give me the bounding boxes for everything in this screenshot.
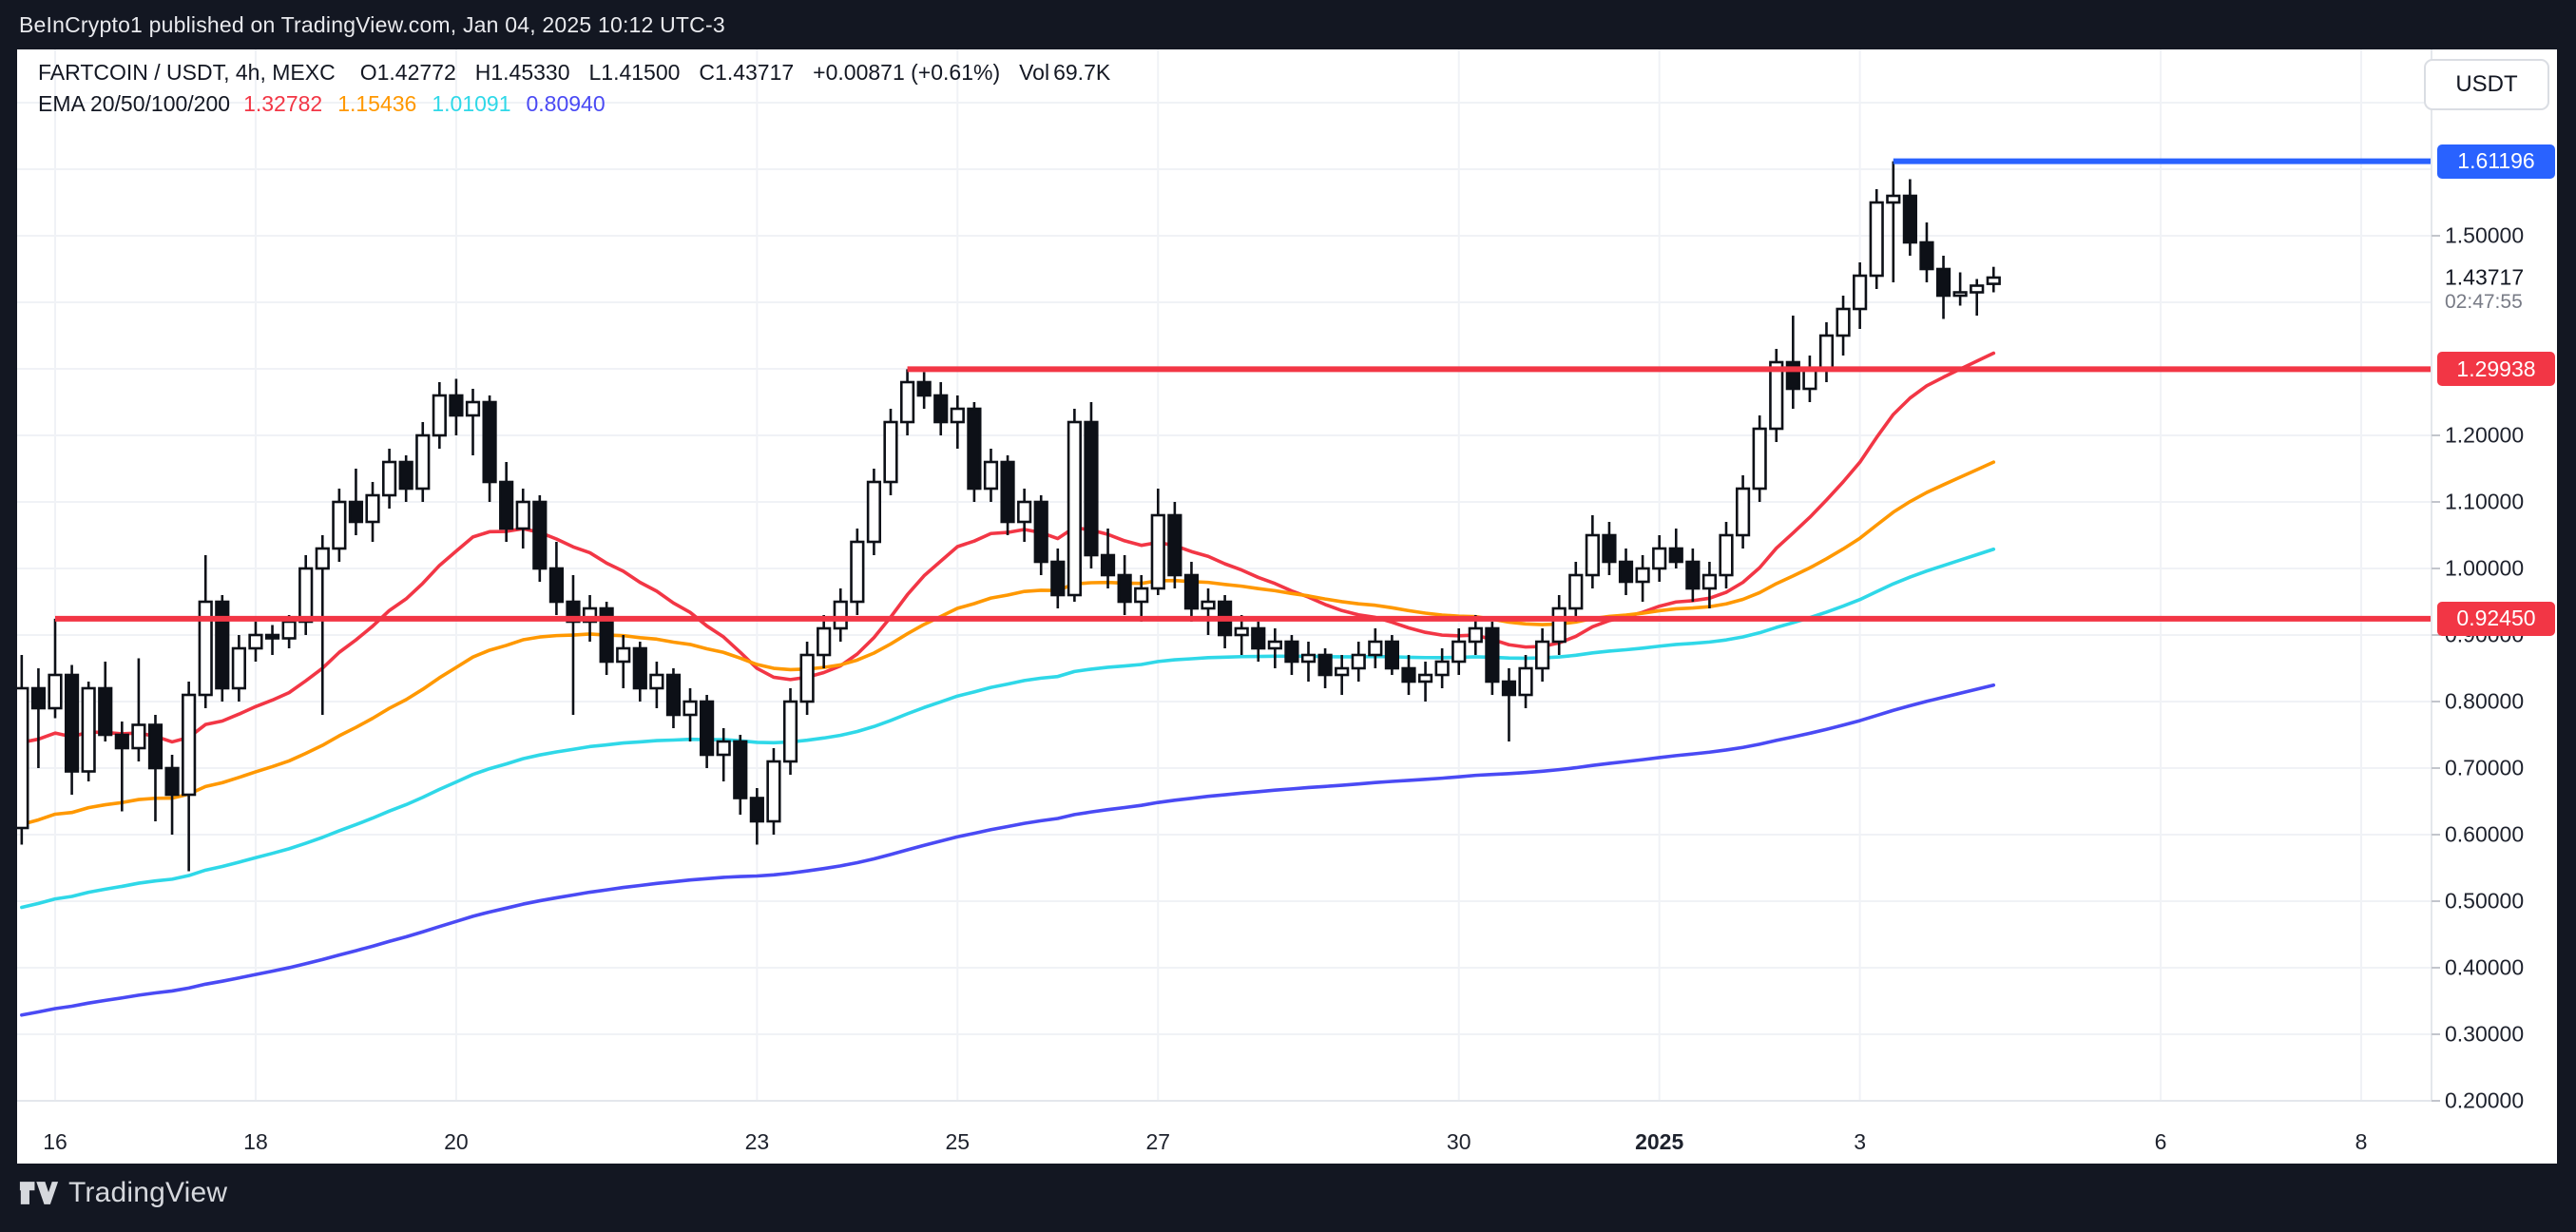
current-price-label: 1.43717 [2445,264,2525,290]
price-level-badge: 1.29938 [2437,352,2555,387]
price-axis-label: 1.20000 [2445,422,2525,448]
price-axis-label: 1.00000 [2445,555,2525,581]
chart-frame: FARTCOIN / USDT, 4h, MEXC O1.42772 H1.4533… [17,49,2557,1164]
quote-currency-button[interactable]: USDT [2424,59,2549,110]
ema-indicator-label: EMA 20/50/100/200 [38,91,231,116]
price-axis-label: 1.10000 [2445,489,2525,514]
ohlc-high: H1.45330 [474,60,570,85]
tradingview-logo[interactable]: TradingView [19,1177,227,1209]
tradingview-logo-icon [19,1182,59,1204]
price-level-badge: 0.92450 [2437,601,2555,636]
bar-countdown-label: 02:47:55 [2445,290,2523,313]
attribution-text: BeInCrypto1 published on TradingView.com… [19,12,725,37]
attribution-bar: BeInCrypto1 published on TradingView.com… [0,0,2576,49]
ema100-value: 1.01091 [432,91,511,116]
time-axis-label: 18 [243,1129,268,1154]
time-axis-label: 27 [1145,1129,1171,1154]
price-level-badge: 1.61196 [2437,144,2555,179]
symbol-legend-row: FARTCOIN / USDT, 4h, MEXC O1.42772 H1.4533… [38,57,1129,88]
ema50-value: 1.15436 [337,91,417,116]
chart-legend: FARTCOIN / USDT, 4h, MEXC O1.42772 H1.4533… [38,57,1129,120]
time-axis-label: 2025 [1635,1129,1684,1154]
price-axis-label: 0.70000 [2445,755,2525,780]
time-axis-label: 20 [444,1129,469,1154]
time-axis-label: 30 [1446,1129,1471,1154]
ohlc-open: O1.42772 [359,60,456,85]
ema200-value: 0.80940 [526,91,606,116]
time-axis-label: 25 [945,1129,971,1154]
price-axis-label: 0.40000 [2445,954,2525,980]
candlestick-chart[interactable] [17,49,2557,1164]
time-axis-label: 16 [43,1129,67,1154]
ema20-value: 1.32782 [243,91,323,116]
time-axis-label: 6 [2154,1129,2167,1154]
price-axis-label: 0.30000 [2445,1021,2525,1047]
tradingview-logo-text: TradingView [68,1177,228,1208]
time-axis-label: 23 [744,1129,770,1154]
price-axis-label: 1.50000 [2445,222,2525,248]
time-axis-label: 8 [2355,1129,2368,1154]
price-axis-label: 0.80000 [2445,688,2525,714]
ohlc-low: L1.41500 [588,60,681,85]
symbol-title: FARTCOIN / USDT, 4h, MEXC [38,60,336,85]
ema-legend-row: EMA 20/50/100/200 1.32782 1.15436 1.01091 0.… [38,88,1129,120]
footer-bar: TradingView [0,1164,2576,1232]
price-axis-label: 0.60000 [2445,821,2525,847]
price-axis-label: 0.20000 [2445,1088,2525,1113]
change-value: +0.00871 (+0.61%) [813,60,1001,85]
time-axis-label: 3 [1854,1129,1867,1154]
volume-value: 69.7K [1053,60,1111,85]
price-axis-label: 0.50000 [2445,888,2525,914]
volume-label: Vol [1019,60,1050,85]
ohlc-close: C1.43717 [699,60,795,85]
